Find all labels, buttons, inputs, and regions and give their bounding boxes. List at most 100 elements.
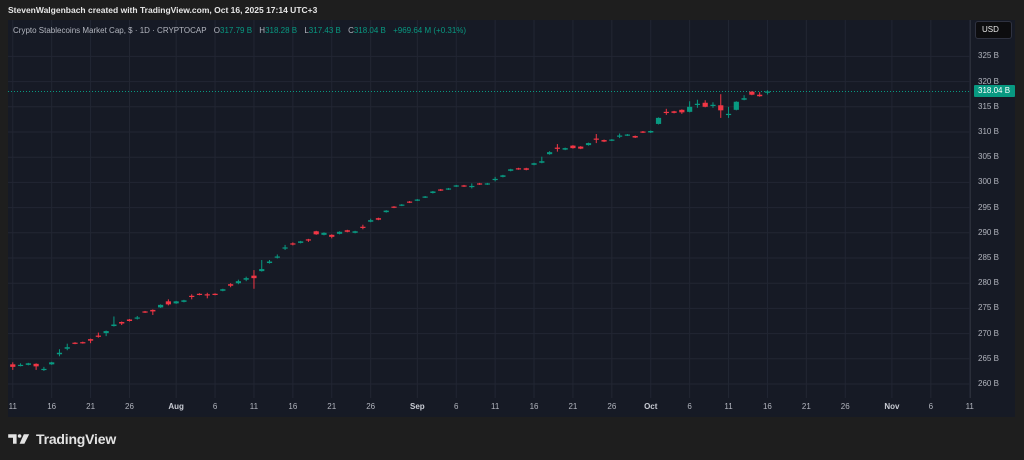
price-axis[interactable]: USD 318.04 B 325 B 320 B 315 B 310 B 305 B 30… bbox=[970, 20, 1015, 398]
candle bbox=[414, 199, 420, 202]
price-tick-label: 310 B bbox=[978, 127, 999, 136]
time-tick-label: 6 bbox=[212, 402, 218, 411]
time-tick-label: 11 bbox=[249, 402, 259, 411]
candle bbox=[165, 299, 171, 306]
symbol-title[interactable]: Crypto Stablecoins Market Cap, $ · 1D · … bbox=[13, 26, 207, 35]
candle bbox=[196, 293, 203, 296]
candle bbox=[228, 283, 234, 288]
candle bbox=[298, 240, 304, 244]
candle-body bbox=[601, 140, 607, 142]
open-value: 317.79 B bbox=[220, 26, 253, 35]
candle-body bbox=[562, 148, 568, 150]
time-tick-label: 16 bbox=[288, 402, 298, 411]
candle bbox=[103, 330, 109, 337]
candle-body bbox=[383, 210, 389, 213]
candle bbox=[445, 187, 452, 190]
candle bbox=[72, 342, 78, 345]
candle bbox=[609, 139, 615, 142]
candle bbox=[562, 147, 568, 151]
candle-body bbox=[196, 293, 203, 295]
candle-body bbox=[282, 247, 288, 249]
open-label: O bbox=[213, 26, 221, 35]
price-tick-label: 260 B bbox=[978, 379, 999, 388]
candle bbox=[189, 294, 195, 300]
candle-body bbox=[492, 178, 498, 181]
candle bbox=[360, 224, 366, 230]
candle-body bbox=[406, 201, 413, 203]
time-tick-label: 6 bbox=[687, 402, 692, 411]
candle-body bbox=[469, 185, 475, 188]
candle bbox=[741, 95, 747, 101]
price-tick-label: 300 B bbox=[978, 177, 999, 187]
candle-body bbox=[173, 301, 179, 304]
change-value: +969.64 M (+0.31%) bbox=[393, 26, 467, 35]
candle-body bbox=[694, 103, 701, 105]
candle bbox=[41, 366, 47, 371]
candle-body bbox=[134, 317, 140, 319]
candle bbox=[49, 361, 55, 365]
candle-body bbox=[733, 101, 739, 110]
candle bbox=[212, 293, 218, 296]
candle bbox=[601, 139, 607, 143]
candle bbox=[663, 108, 669, 115]
candle-body bbox=[189, 295, 195, 297]
candle-body bbox=[593, 138, 599, 140]
candle-body bbox=[119, 322, 125, 324]
candle-body bbox=[41, 368, 47, 371]
time-tick-label: Aug bbox=[168, 402, 184, 411]
currency-button[interactable]: USD bbox=[975, 21, 1012, 39]
time-tick-label: 11 bbox=[8, 402, 17, 411]
candle bbox=[422, 196, 428, 199]
price-tick-label: 320 B bbox=[978, 76, 999, 86]
time-tick-label: 26 bbox=[607, 402, 617, 411]
candle-body bbox=[204, 294, 210, 296]
candle-body bbox=[103, 331, 109, 334]
candle bbox=[336, 231, 343, 235]
candle-body bbox=[243, 278, 249, 280]
tradingview-logo-text: TradingView bbox=[36, 430, 117, 447]
candle-body bbox=[87, 339, 94, 341]
candle bbox=[274, 254, 280, 259]
candle-body bbox=[181, 300, 187, 302]
candle-body bbox=[515, 168, 522, 170]
candle-body bbox=[547, 152, 553, 155]
time-axis[interactable]: 11 16 21 26 Aug 6 11 16 21 26 Sep 6 11 16 21 26 Oct 6 11 16… bbox=[8, 398, 1015, 417]
candle bbox=[687, 101, 693, 113]
candle bbox=[406, 201, 413, 204]
high-label: H bbox=[259, 26, 266, 35]
candle-body bbox=[158, 304, 164, 308]
price-tick-label: 315 B bbox=[978, 101, 999, 111]
candle-body bbox=[702, 102, 708, 107]
candle-body bbox=[329, 234, 335, 237]
candle-body bbox=[438, 189, 444, 191]
last-price-label: 318.04 B bbox=[974, 85, 1015, 98]
candle-body bbox=[570, 145, 576, 149]
candle-body bbox=[111, 324, 117, 327]
price-tick-label: 280 B bbox=[978, 278, 999, 288]
candle-body bbox=[368, 220, 374, 222]
candle bbox=[453, 184, 459, 187]
candle bbox=[64, 343, 70, 351]
candle bbox=[749, 91, 755, 96]
candle bbox=[344, 229, 350, 233]
candle bbox=[290, 242, 296, 246]
candle bbox=[95, 332, 101, 338]
candlestick-chart[interactable] bbox=[8, 20, 970, 398]
economic-event-icon[interactable] bbox=[768, 380, 782, 394]
candle-body bbox=[220, 289, 226, 291]
candle-body bbox=[624, 134, 630, 136]
candle-body bbox=[259, 269, 265, 272]
candle-body bbox=[725, 113, 732, 116]
candle-body bbox=[764, 91, 771, 93]
time-tick-label: Sep bbox=[409, 402, 425, 411]
candle-body bbox=[500, 175, 506, 177]
chart-plot-area[interactable]: Crypto Stablecoins Market Cap, $ · 1D · … bbox=[8, 20, 970, 398]
candle bbox=[305, 238, 312, 242]
candle-body bbox=[126, 319, 133, 321]
close-value: 318.04 B bbox=[353, 26, 386, 35]
candle-body bbox=[10, 364, 16, 367]
candle bbox=[158, 304, 164, 308]
candle-body bbox=[235, 281, 241, 284]
time-tick-label: 16 bbox=[529, 402, 539, 411]
candle-body bbox=[212, 293, 218, 295]
